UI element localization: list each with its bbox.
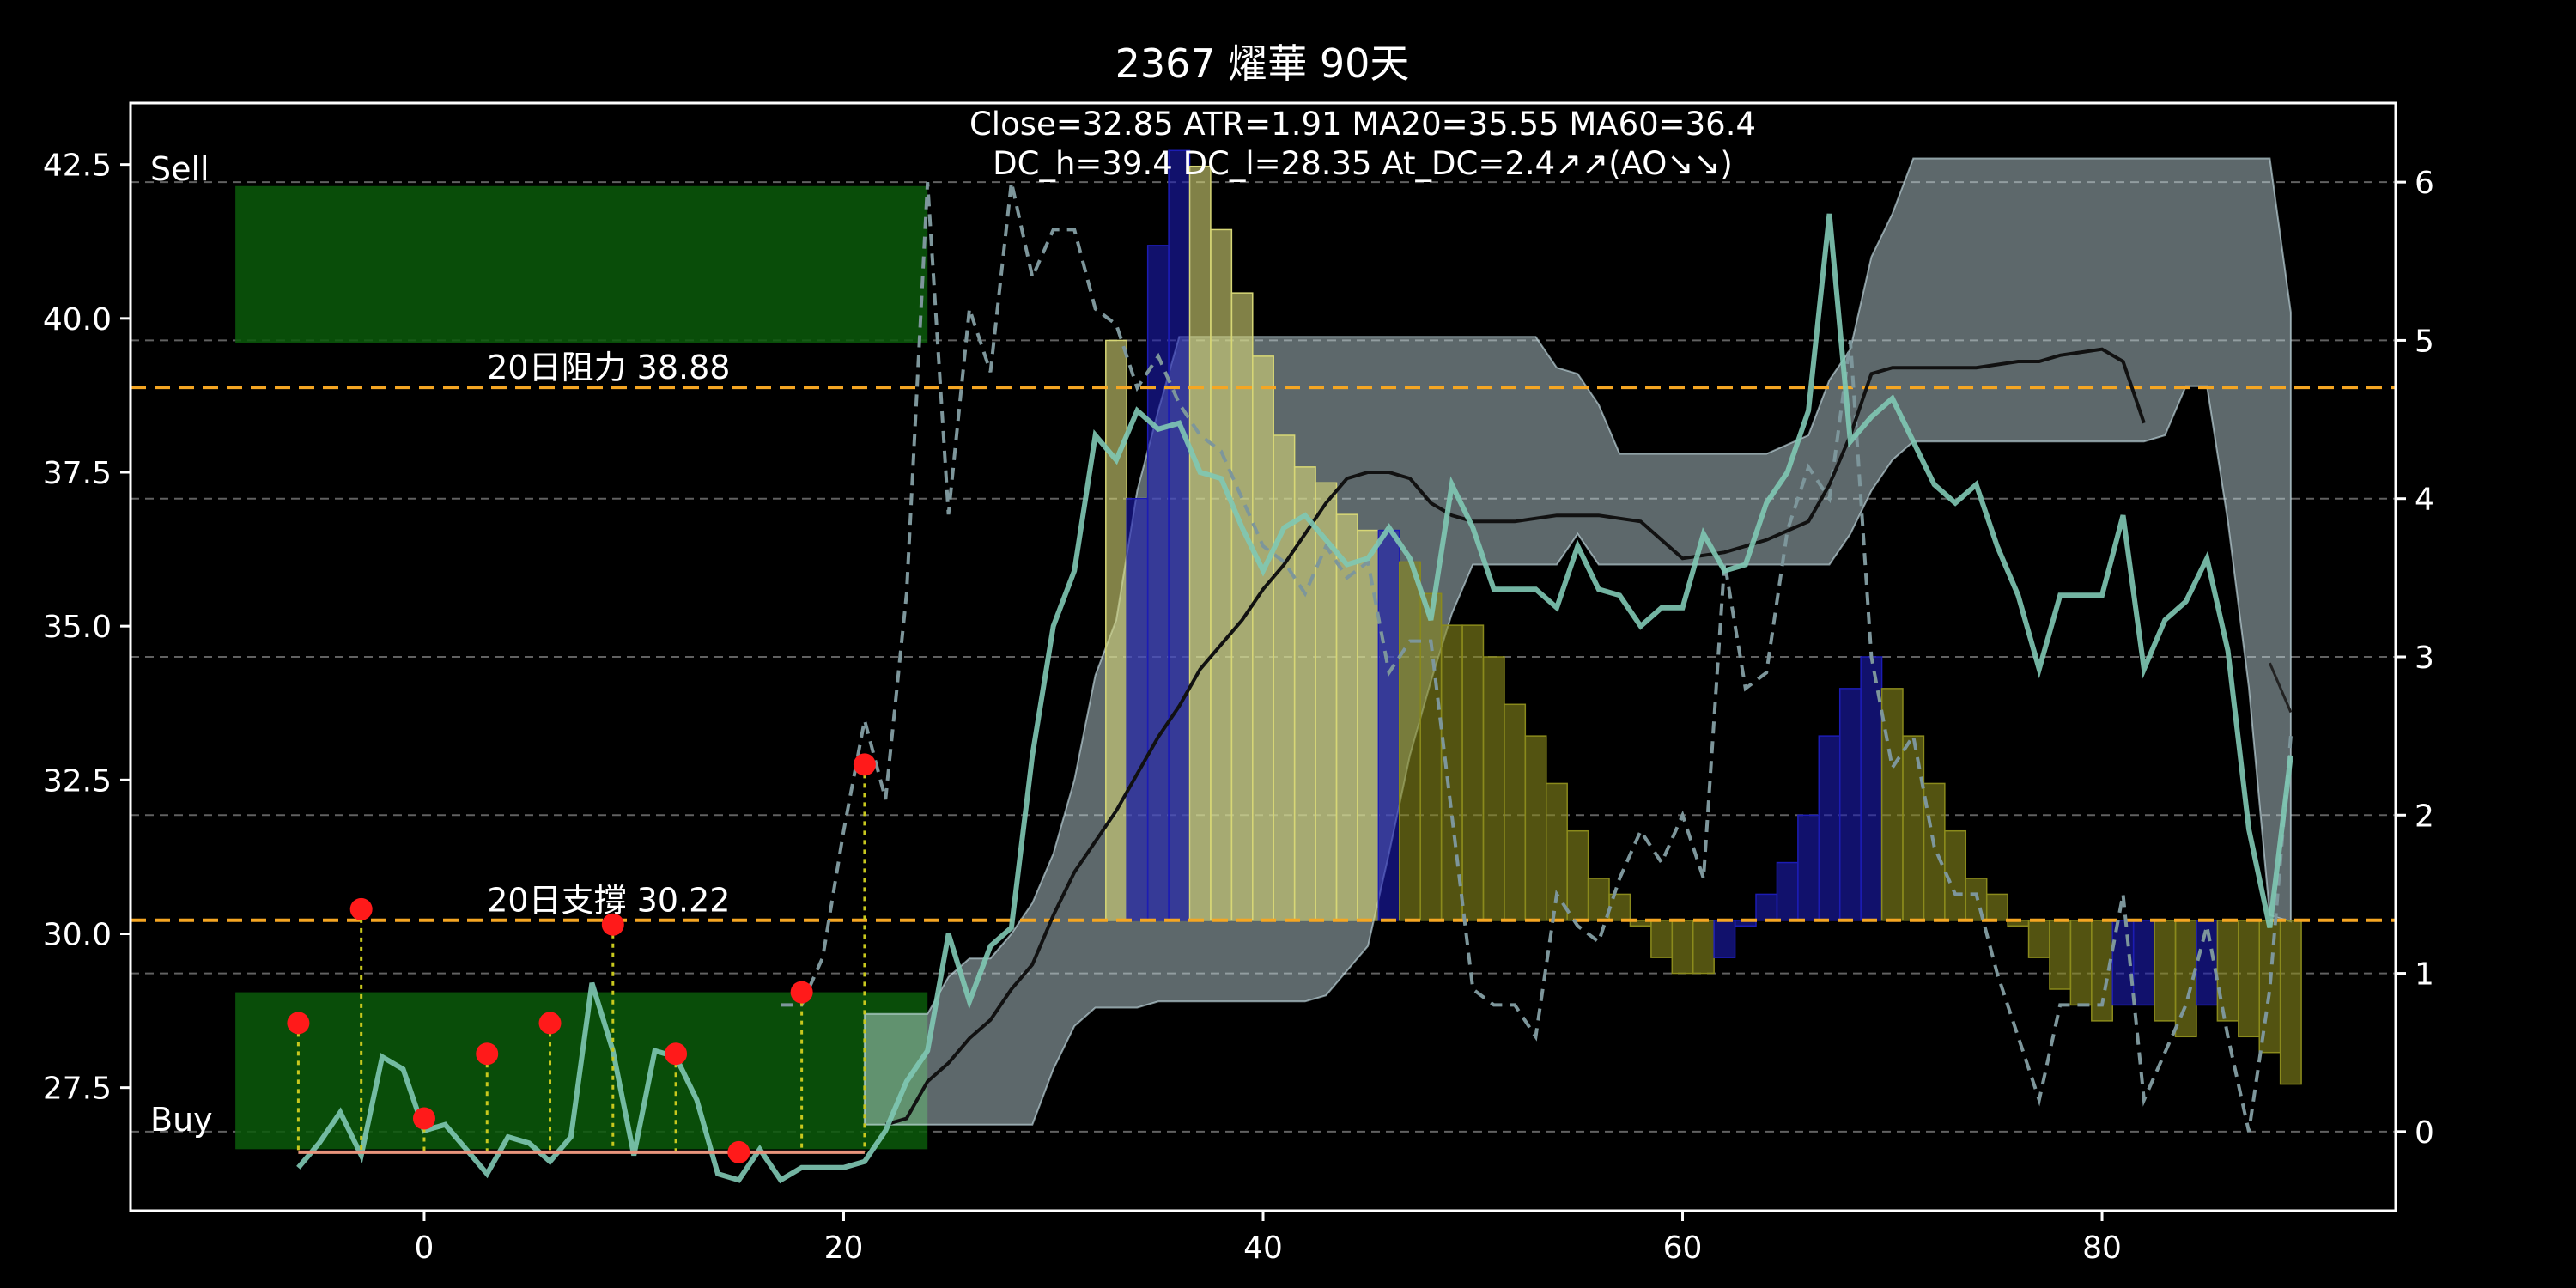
ao-bar — [1252, 355, 1274, 921]
ao-bar — [1168, 149, 1191, 921]
marker-point — [727, 1140, 750, 1163]
ao-bar — [1440, 624, 1463, 921]
ao-bar — [2279, 919, 2302, 1085]
ao-bar — [1377, 529, 1400, 921]
ao-bar — [1713, 919, 1736, 958]
right-axis-dashed-series — [781, 181, 2293, 1133]
ma-black-line — [884, 347, 2146, 1127]
ao-bar — [1504, 703, 1527, 921]
ao-bar — [1755, 893, 1778, 921]
ao-bar — [1650, 919, 1674, 958]
chart-title: 2367 燿華 90天 — [1115, 40, 1410, 87]
ao-bar — [1335, 513, 1358, 921]
plot-main-layer — [131, 149, 2396, 1184]
buy-zone-label: Buy — [150, 1101, 213, 1139]
sell-zone — [235, 185, 928, 343]
ao-bar — [1399, 561, 1421, 921]
ao-bar — [1210, 228, 1233, 921]
ma-thin-line — [2269, 662, 2293, 714]
marker-point — [538, 1012, 562, 1035]
y2-tick-label: 6 — [2415, 166, 2434, 201]
support-line-label: 20日支撐 30.22 — [487, 882, 730, 920]
marker-point — [349, 897, 373, 920]
ao-bar — [1880, 688, 1904, 921]
marker-point — [665, 1042, 688, 1066]
y-tick-label: 37.5 — [43, 456, 112, 491]
ao-bar — [2027, 919, 2050, 958]
ao-bar — [1985, 893, 2008, 921]
y2-tick-label: 1 — [2415, 957, 2434, 993]
x-tick-label: 80 — [2082, 1230, 2122, 1266]
y-tick-label: 35.0 — [43, 610, 112, 645]
ao-bar — [1671, 919, 1694, 975]
ao-bar — [1838, 688, 1862, 921]
ao-bar — [2238, 919, 2260, 1038]
y2-tick-label: 4 — [2415, 483, 2434, 518]
ao-bar — [1482, 656, 1505, 921]
ao-bar — [2049, 919, 2072, 990]
ao-bar — [1776, 861, 1799, 921]
marker-point — [790, 981, 813, 1004]
ao-bar — [1524, 735, 1547, 921]
ao-bar — [2154, 919, 2177, 1022]
ao-bar — [1587, 878, 1610, 921]
ao-bar — [1797, 814, 1820, 921]
ao-bar — [1315, 482, 1338, 921]
ao-bar — [1146, 245, 1170, 921]
y-tick-label: 30.0 — [43, 918, 112, 953]
marker-point — [853, 753, 876, 776]
ao-bar — [1566, 829, 1589, 921]
marker-point — [412, 1107, 435, 1130]
marker-point — [476, 1042, 499, 1066]
x-tick-label: 60 — [1663, 1230, 1703, 1266]
ao-bar — [2069, 919, 2093, 1006]
resistance-line-label: 20日阻力 38.88 — [487, 349, 730, 386]
ao-bar — [1126, 497, 1149, 921]
marker-point — [601, 913, 624, 936]
marker-point — [287, 1012, 310, 1035]
y2-tick-label: 5 — [2415, 324, 2434, 359]
y-tick-label: 42.5 — [43, 149, 112, 184]
ao-bar — [2216, 919, 2239, 1022]
ao-bar — [1273, 434, 1296, 921]
chart-info-line-2: DC_h=39.4 DC_l=28.35 At_DC=2.4↗↗(AO↘↘) — [993, 145, 1733, 182]
x-tick-label: 0 — [415, 1230, 434, 1266]
tick-layer: 0 20 40 60 80 27.5 30.0 32.5 35.0 37.5 40.0 42.5 0 1 2… — [43, 149, 2434, 1266]
y2-tick-label: 3 — [2415, 641, 2434, 676]
ao-bar — [1357, 529, 1380, 921]
ao-bar — [1692, 919, 1715, 975]
ao-bar — [1105, 339, 1127, 921]
close-price-line — [296, 213, 2293, 1184]
ao-bar — [1188, 165, 1212, 921]
x-tick-label: 40 — [1243, 1230, 1283, 1266]
chart-info-line-1: Close=32.85 ATR=1.91 MA20=35.55 MA60=36.… — [969, 106, 1756, 143]
y2-tick-label: 0 — [2415, 1115, 2434, 1151]
x-tick-label: 20 — [824, 1230, 864, 1266]
sell-zone-label: Sell — [150, 150, 210, 188]
ao-bar — [1461, 624, 1485, 921]
ao-bar — [1902, 735, 1925, 921]
y2-tick-label: 2 — [2415, 799, 2434, 834]
ao-bar — [2132, 919, 2155, 1006]
ao-bar — [1818, 735, 1841, 921]
y-tick-label: 27.5 — [43, 1072, 112, 1107]
y-tick-label: 32.5 — [43, 763, 112, 799]
y-tick-label: 40.0 — [43, 302, 112, 337]
